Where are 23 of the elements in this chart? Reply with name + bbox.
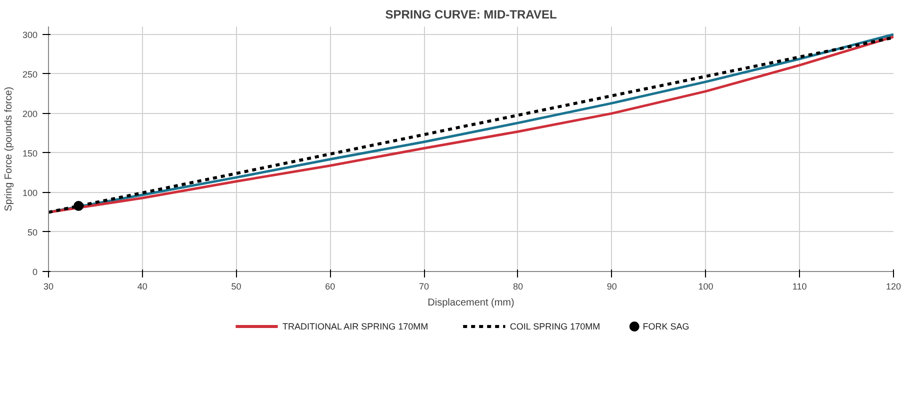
x-tick-label: 30	[43, 282, 54, 292]
chart-title: SPRING CURVE: MID-TRAVEL	[385, 8, 557, 22]
y-tick-label: 250	[22, 69, 38, 80]
legend-label: FORK SAG	[642, 322, 690, 332]
y-tick-label: 200	[22, 108, 38, 119]
x-tick-label: 90	[606, 282, 617, 292]
x-tick-label: 120	[886, 282, 902, 292]
legend-label: TRADITIONAL AIR SPRING 170MM	[282, 322, 428, 332]
x-tick-label: 60	[325, 282, 336, 292]
x-tick-label: 50	[231, 282, 242, 292]
y-tick-label: 0	[32, 267, 38, 277]
x-tick-label: 40	[137, 282, 148, 292]
y-tick-label: 300	[22, 30, 38, 40]
x-tick-label: 80	[512, 282, 523, 292]
x-tick-label: 100	[698, 282, 714, 292]
legend-label: COIL SPRING 170MM	[510, 322, 600, 332]
y-tick-label: 150	[22, 148, 38, 158]
x-tick-label: 110	[792, 282, 807, 292]
x-axis-title: Displacement (mm)	[428, 298, 514, 308]
y-tick-label: 50	[27, 227, 38, 238]
x-tick-label: 70	[419, 282, 430, 292]
y-axis-title: Spring Force (pounds force)	[3, 86, 14, 212]
y-tick-label: 100	[22, 188, 38, 198]
